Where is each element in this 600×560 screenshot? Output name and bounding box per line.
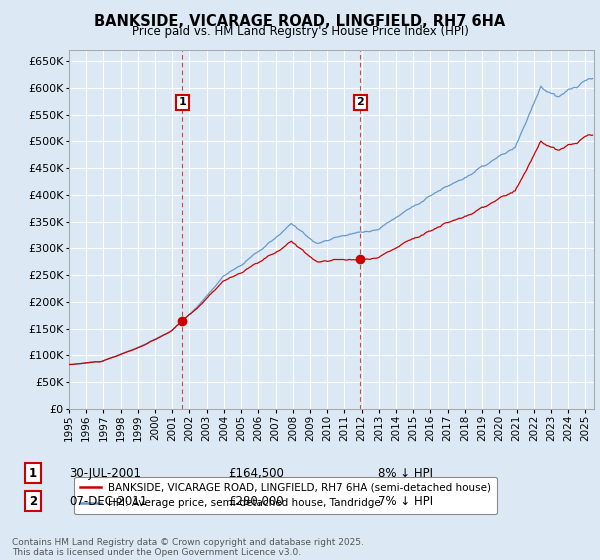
Text: 1: 1 [29, 466, 37, 480]
Text: BANKSIDE, VICARAGE ROAD, LINGFIELD, RH7 6HA: BANKSIDE, VICARAGE ROAD, LINGFIELD, RH7 … [94, 14, 506, 29]
Text: 2: 2 [29, 494, 37, 508]
Text: £280,000: £280,000 [228, 494, 284, 508]
Legend: BANKSIDE, VICARAGE ROAD, LINGFIELD, RH7 6HA (semi-detached house), HPI: Average : BANKSIDE, VICARAGE ROAD, LINGFIELD, RH7 … [74, 477, 497, 515]
Text: 30-JUL-2001: 30-JUL-2001 [69, 466, 141, 480]
Text: 07-DEC-2011: 07-DEC-2011 [69, 494, 147, 508]
Text: £164,500: £164,500 [228, 466, 284, 480]
Text: Contains HM Land Registry data © Crown copyright and database right 2025.
This d: Contains HM Land Registry data © Crown c… [12, 538, 364, 557]
Text: 7% ↓ HPI: 7% ↓ HPI [378, 494, 433, 508]
Text: 2: 2 [356, 97, 364, 108]
Text: 1: 1 [178, 97, 186, 108]
Text: 8% ↓ HPI: 8% ↓ HPI [378, 466, 433, 480]
Text: Price paid vs. HM Land Registry's House Price Index (HPI): Price paid vs. HM Land Registry's House … [131, 25, 469, 38]
